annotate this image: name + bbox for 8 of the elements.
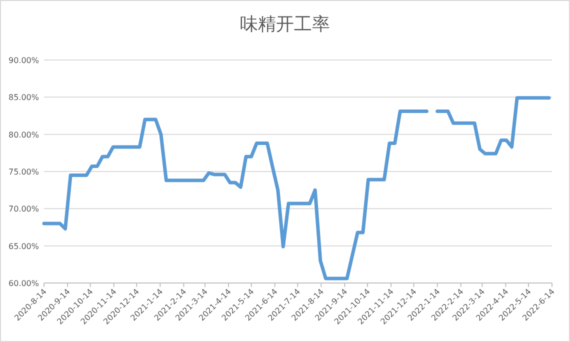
y-tick-label: 85.00%	[8, 93, 40, 102]
y-tick-label: 90.00%	[8, 56, 40, 65]
y-tick-label: 60.00%	[8, 279, 40, 288]
y-tick-label: 80.00%	[8, 130, 40, 140]
y-tick-label: 75.00%	[8, 168, 40, 176]
y-tick-label: 65.00%	[8, 242, 40, 251]
y-tick-label: 70.00%	[8, 204, 40, 214]
chart-title: 味精开工率	[240, 14, 330, 35]
